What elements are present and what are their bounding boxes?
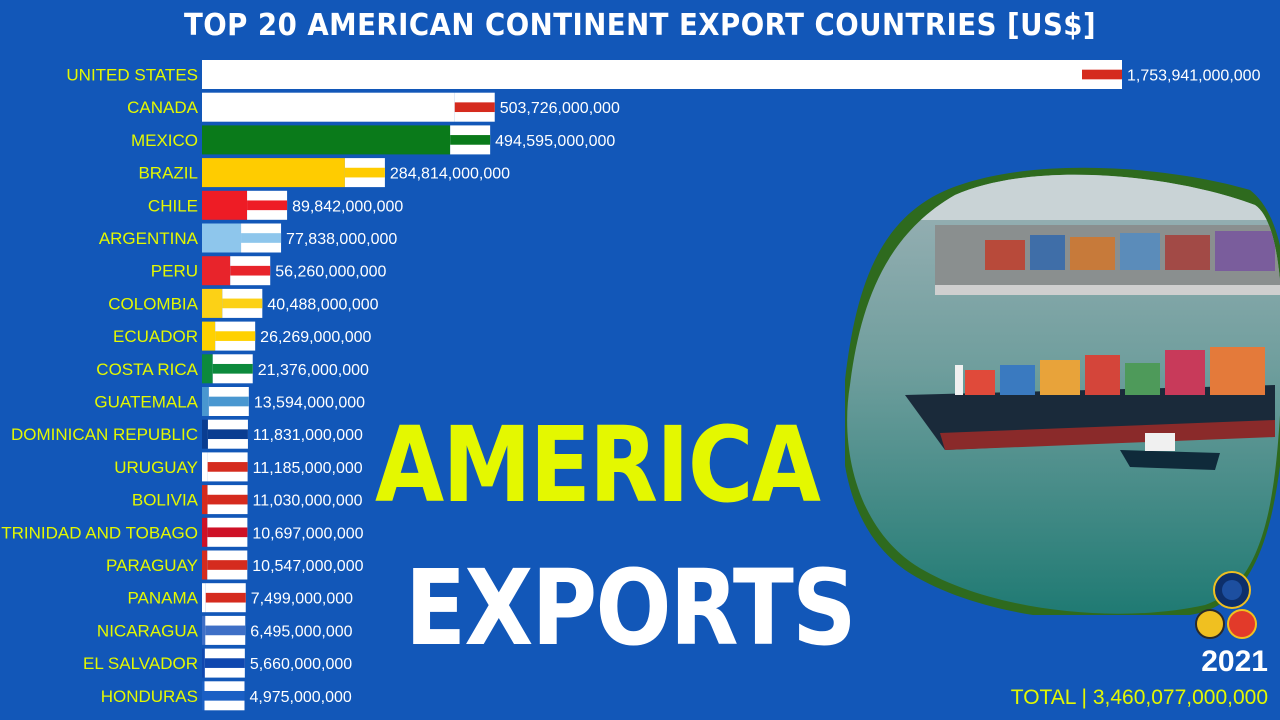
category-label-panama: PANAMA <box>127 589 198 608</box>
total-label: TOTAL | 3,460,077,000,000 <box>1010 686 1268 709</box>
bar-costa-rica <box>202 354 213 384</box>
cargo-ship-photo <box>845 167 1280 615</box>
bar-honduras <box>202 681 205 711</box>
ecuador-flag-icon <box>215 321 256 351</box>
bar-bolivia <box>202 485 208 515</box>
honduras-flag-icon <box>204 681 245 711</box>
value-label-panama: 7,499,000,000 <box>251 591 353 608</box>
value-label-bolivia: 11,030,000,000 <box>253 493 363 510</box>
chile-flag-icon <box>247 190 288 220</box>
value-label-costa-rica: 21,376,000,000 <box>258 362 369 379</box>
bar-paraguay <box>202 550 208 580</box>
port-containers <box>985 231 1275 271</box>
chart-title: TOP 20 AMERICAN CONTINENT EXPORT COUNTRI… <box>183 8 1097 43</box>
paraguay-flag-icon <box>207 550 248 580</box>
mexico-flag-icon <box>450 125 491 155</box>
category-label-ecuador: ECUADOR <box>113 327 198 346</box>
bar-argentina <box>202 223 242 253</box>
category-label-united-states: UNITED STATES <box>66 66 198 85</box>
bar-ecuador <box>202 321 216 351</box>
bar-peru <box>202 256 231 286</box>
value-label-peru: 56,260,000,000 <box>275 264 386 281</box>
value-label-mexico: 494,595,000,000 <box>495 133 615 150</box>
year-label: 2021 <box>1201 645 1268 678</box>
el-salvador-flag-icon <box>204 648 245 678</box>
bar-uruguay <box>202 452 208 482</box>
category-label-paraguay: PARAGUAY <box>106 556 198 575</box>
category-label-brazil: BRAZIL <box>138 164 198 183</box>
canada-flag-icon <box>454 92 495 122</box>
value-label-dominican-republic: 11,831,000,000 <box>253 427 363 444</box>
trinidad-and-tobago-flag-icon <box>207 517 248 547</box>
bar-united-states <box>202 60 1082 89</box>
argentina-flag-icon <box>241 223 282 253</box>
category-label-colombia: COLOMBIA <box>108 294 198 313</box>
costa-rica-flag-icon <box>212 354 253 384</box>
headline-america: AMERICA <box>375 404 821 526</box>
category-label-honduras: HONDURAS <box>101 687 198 706</box>
category-label-canada: CANADA <box>127 98 199 117</box>
bar-mexico <box>202 125 451 155</box>
bar-canada <box>202 92 455 122</box>
value-label-nicaragua: 6,495,000,000 <box>250 623 352 640</box>
guatemala-flag-icon <box>208 387 249 416</box>
bolivia-flag-icon <box>207 485 248 515</box>
peru-flag-icon <box>230 256 271 286</box>
us-flag-icon <box>1082 60 1122 89</box>
category-label-mexico: MEXICO <box>131 131 198 150</box>
bar-el-salvador <box>202 648 205 678</box>
uruguay-flag-icon <box>207 452 248 482</box>
bar-dominican-republic <box>202 419 208 449</box>
channel-logo-icon <box>1195 571 1257 639</box>
value-label-trinidad-and-tobago: 10,697,000,000 <box>252 525 363 542</box>
headline-exports: EXPORTS <box>405 547 857 669</box>
value-label-uruguay: 11,185,000,000 <box>253 460 363 477</box>
category-label-el-salvador: EL SALVADOR <box>83 654 198 673</box>
brazil-flag-icon <box>344 158 385 188</box>
category-label-argentina: ARGENTINA <box>99 229 199 248</box>
bar-brazil <box>202 158 345 188</box>
value-label-paraguay: 10,547,000,000 <box>252 558 363 575</box>
category-label-chile: CHILE <box>148 196 198 215</box>
value-label-united-states: 1,753,941,000,000 <box>1127 68 1261 85</box>
panama-flag-icon <box>205 583 246 613</box>
bar-trinidad-and-tobago <box>202 517 208 547</box>
value-label-chile: 89,842,000,000 <box>292 198 403 215</box>
value-label-brazil: 284,814,000,000 <box>390 166 510 183</box>
category-label-nicaragua: NICARAGUA <box>97 621 199 640</box>
category-label-guatemala: GUATEMALA <box>94 393 198 412</box>
dominican-republic-flag-icon <box>207 419 248 449</box>
value-label-el-salvador: 5,660,000,000 <box>250 656 352 673</box>
category-label-bolivia: BOLIVIA <box>132 491 199 510</box>
category-label-costa-rica: COSTA RICA <box>96 360 198 379</box>
tugboat <box>1120 433 1220 470</box>
bar-nicaragua <box>202 615 206 645</box>
value-label-argentina: 77,838,000,000 <box>286 231 397 248</box>
colombia-flag-icon <box>222 288 263 318</box>
value-label-colombia: 40,488,000,000 <box>267 296 378 313</box>
nicaragua-flag-icon <box>205 615 246 645</box>
bar-colombia <box>202 288 223 318</box>
category-label-peru: PERU <box>151 262 198 281</box>
category-label-dominican-republic: DOMINICAN REPUBLIC <box>11 425 198 444</box>
value-label-honduras: 4,975,000,000 <box>249 689 351 706</box>
bar-panama <box>202 583 206 613</box>
bar-chile <box>202 190 248 220</box>
bar-guatemala <box>202 387 209 416</box>
value-label-guatemala: 13,594,000,000 <box>254 395 365 412</box>
container-ship <box>905 347 1275 450</box>
value-label-canada: 503,726,000,000 <box>500 100 620 117</box>
category-label-uruguay: URUGUAY <box>114 458 198 477</box>
value-label-ecuador: 26,269,000,000 <box>260 329 371 346</box>
category-label-trinidad-and-tobago: TRINIDAD AND TOBAGO <box>1 523 198 542</box>
